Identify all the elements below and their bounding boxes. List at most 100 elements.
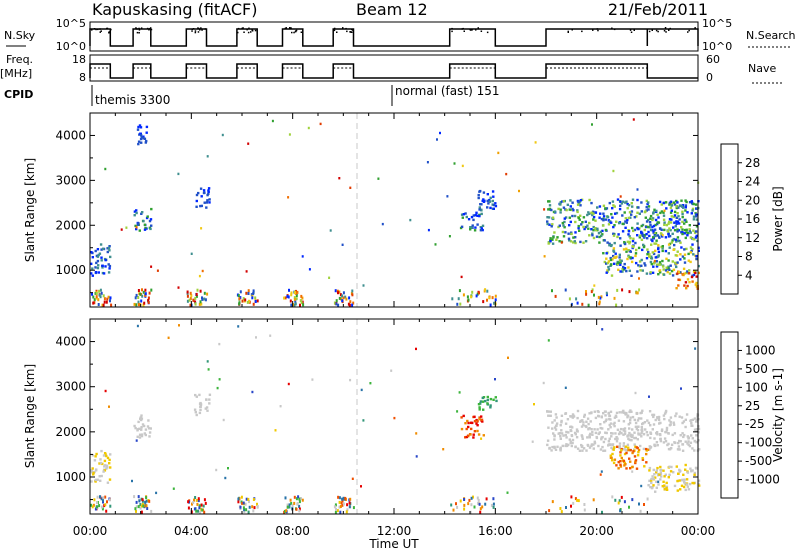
power-echo-cell: [469, 226, 472, 229]
freq-strip: Freq. [MHz] 18 8 60 0 Nave: [0, 53, 782, 84]
nsearch-point: [136, 28, 138, 30]
power-echo-cell: [578, 229, 581, 232]
power-echo-cell: [651, 271, 655, 274]
power-echo-cell: [611, 216, 614, 219]
velocity-near-range-cell: [646, 497, 649, 501]
velocity-echo-cell: [604, 410, 607, 413]
power-echo-cell: [679, 258, 682, 261]
power-near-range-cell: [97, 298, 100, 302]
power-echo-cell: [680, 199, 683, 202]
power-echo-cell: [566, 203, 569, 206]
power-echo-cell: [686, 270, 689, 273]
power-echo-cell: [557, 225, 560, 229]
power-echo-cell: [460, 213, 464, 216]
power-echo-cell: [663, 223, 666, 226]
velocity-near-range-cell: [201, 508, 204, 512]
power-echo-cell: [572, 236, 575, 239]
velocity-echo-cell: [208, 402, 211, 405]
power-echo-cell: [573, 214, 577, 218]
power-echo-cell: [669, 206, 673, 209]
power-near-range-cell: [334, 289, 337, 293]
velocity-echo-cell: [650, 481, 653, 485]
power-echo-cell: [685, 220, 688, 223]
velocity-echo-cell: [640, 411, 643, 414]
power-near-range-cell: [200, 302, 203, 306]
velocity-near-range-cell: [146, 507, 149, 510]
velocity-echo-cell: [583, 415, 586, 418]
power-echo-cell: [613, 224, 616, 227]
power-echo-cell: [584, 240, 588, 243]
velocity-near-range-cell: [352, 506, 355, 510]
power-echo-cell: [654, 256, 657, 259]
power-echo-cell: [143, 137, 147, 140]
power-echo-cell: [678, 239, 681, 243]
velocity-echo-cell: [669, 420, 672, 424]
velocity-scatter-cell: [104, 389, 107, 393]
velocity-echo-cell: [199, 408, 202, 412]
power-echo-cell: [641, 269, 644, 272]
power-echo-cell: [562, 200, 565, 203]
velocity-echo-cell: [480, 418, 484, 421]
power-echo-cell: [665, 267, 669, 271]
power-near-range-cell: [186, 294, 189, 298]
velocity-near-range-cell: [341, 499, 344, 503]
power-echo-cell: [609, 256, 612, 260]
velocity-echo-cell: [664, 440, 668, 443]
power-echo-cell: [144, 226, 147, 230]
power-echo-cell: [671, 239, 674, 242]
nsearch-point: [285, 27, 287, 29]
power-echo-cell: [479, 203, 482, 206]
power-echo-cell: [657, 247, 660, 251]
velocity-near-range-cell: [470, 503, 473, 507]
nsearch-point: [201, 29, 203, 31]
velocity-scatter-cell: [172, 487, 175, 490]
velocity-echo-cell: [642, 447, 646, 451]
velocity-near-range-cell: [338, 496, 341, 500]
velocity-echo-cell: [551, 445, 554, 449]
power-echo-cell: [660, 203, 663, 206]
velocity-echo-cell: [626, 414, 630, 417]
velocity-echo-cell: [640, 425, 643, 429]
power-echo-cell: [648, 253, 651, 256]
power-scatter-cell: [439, 131, 441, 135]
velocity-near-range-cell: [479, 507, 482, 511]
power-near-range-cell: [585, 292, 588, 296]
velocity-echo-cell: [105, 467, 108, 470]
time-tick-label: 04:00: [174, 524, 209, 538]
power-echo-cell: [615, 255, 618, 258]
velocity-echo-cell: [663, 412, 667, 415]
power-echo-cell: [691, 280, 694, 283]
velocity-near-range-cell: [628, 505, 630, 509]
velocity-echo-cell: [193, 408, 197, 411]
velocity-echo-cell: [669, 416, 673, 419]
velocity-echo-cell: [594, 431, 598, 435]
velocity-heatmap: [90, 324, 701, 514]
nsearch-point: [567, 31, 569, 33]
power-near-range-cell: [349, 300, 352, 304]
nsky-strip: N.Sky 10^5 10^0 10^5 10^0 N.Search: [4, 17, 796, 53]
velocity-echo-cell: [584, 424, 587, 428]
velocity-echo-cell: [693, 471, 696, 475]
power-echo-cell: [695, 255, 698, 258]
velocity-echo-cell: [99, 458, 102, 461]
power-echo-cell: [664, 236, 668, 239]
power-echo-cell: [675, 220, 678, 223]
velocity-scatter-cell: [279, 405, 282, 408]
velocity-near-range-cell: [91, 505, 94, 509]
velocity-near-range-cell: [456, 505, 459, 509]
power-near-range-cell: [196, 288, 199, 292]
velocity-near-range-cell: [142, 504, 145, 508]
velocity-echo-cell: [590, 411, 593, 414]
power-echo-cell: [627, 216, 630, 220]
velocity-echo-cell: [634, 459, 638, 462]
velocity-echo-cell: [624, 463, 627, 466]
power-echo-cell: [697, 271, 700, 275]
velocity-near-range-cell: [298, 504, 301, 508]
power-near-range-cell: [587, 303, 590, 307]
velocity-echo-cell: [623, 464, 626, 467]
power-echo-cell: [574, 231, 577, 234]
power-echo-cell: [644, 210, 647, 213]
power-echo-cell: [674, 238, 677, 241]
velocity-scatter-cell: [564, 386, 567, 389]
